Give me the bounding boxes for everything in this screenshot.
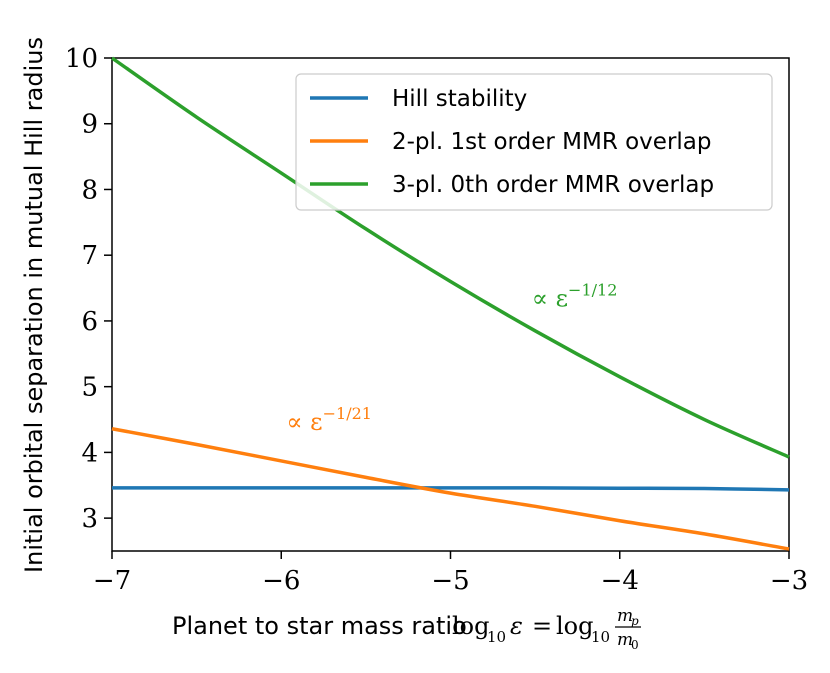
xlabel-log-2: log [556,612,594,640]
x-tick-label-3: −4 [601,566,639,596]
y-tick-label-6: 9 [81,110,98,140]
annotation-orange: ∝ ε−1/21 [286,404,372,436]
annotation-orange-prefix: ∝ ε [286,408,322,436]
series-line-2 [110,56,790,459]
x-axis-ticks: −7 −6 −5 −4 −3 [93,551,808,596]
xlabel-eq: = [532,612,552,640]
xlabel-sub-1: 10 [487,628,506,646]
y-tick-label-1: 4 [81,438,98,468]
legend-label-hill: Hill stability [392,86,527,112]
annotation-green: ∝ ε−1/12 [532,280,618,312]
legend-box [295,73,773,211]
series-layer [110,56,790,551]
y-tick-label-7: 10 [65,44,98,74]
x-tick-label-4: −3 [770,566,808,596]
y-tick-label-2: 5 [81,373,98,403]
y-tick-label-0: 3 [81,504,98,534]
y-tick-label-3: 6 [81,307,98,337]
x-tick-label-0: −7 [93,566,131,596]
y-tick-label-4: 7 [81,241,98,271]
legend: Hill stability 2-pl. 1st order MMR overl… [295,73,773,211]
y-axis-ticks: 3 4 5 6 7 8 9 10 [65,44,112,534]
legend-label-3pl: 3-pl. 0th order MMR overlap [392,172,714,198]
xlabel-eps: ε [510,612,523,640]
series-line-0 [112,486,790,492]
xlabel-frac-num-sub: p [631,614,639,628]
y-tick-label-5: 8 [81,175,98,205]
xlabel-frac-den-sub: 0 [631,638,639,652]
xlabel-sub-2: 10 [591,628,610,646]
x-axis-label-math: log 10 ε = log 10 m p m 0 [452,606,641,652]
x-axis-label: Planet to star mass ratio [172,612,467,640]
series-line-1 [111,427,790,551]
legend-label-2pl: 2-pl. 1st order MMR overlap [392,129,711,155]
xlabel-log-1: log [452,612,490,640]
annotation-green-prefix: ∝ ε [532,284,568,312]
x-tick-label-1: −6 [262,566,300,596]
annotation-green-exponent: −1/12 [568,280,617,299]
y-axis-label: Initial orbital separation in mutual Hil… [20,37,48,573]
xlabel-frac-num: m [617,606,633,626]
annotation-orange-exponent: −1/21 [323,404,372,423]
x-tick-label-2: −5 [431,566,469,596]
xlabel-frac-den: m [617,630,633,650]
